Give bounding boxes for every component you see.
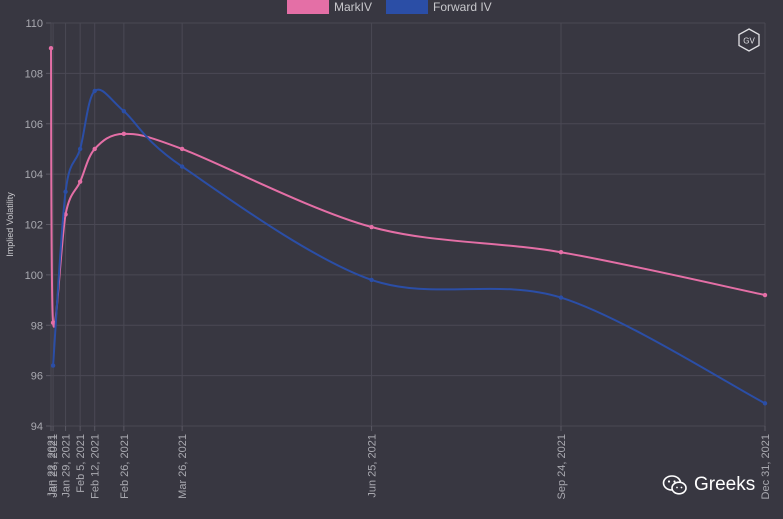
x-tick-label: Jun 25, 2021 bbox=[367, 434, 379, 498]
legend-label-forward-iv: Forward IV bbox=[433, 0, 492, 14]
y-tick-label: 104 bbox=[25, 169, 43, 181]
data-point-markiv bbox=[63, 212, 68, 217]
y-tick-label: 102 bbox=[25, 220, 43, 232]
gv-logo-text: GV bbox=[743, 37, 755, 46]
x-tick-label: Jan 29, 2021 bbox=[61, 434, 73, 498]
legend-swatch-forward-iv bbox=[386, 0, 428, 14]
data-point-markiv bbox=[179, 146, 185, 152]
y-tick-label: 108 bbox=[25, 68, 43, 80]
series-line-markiv bbox=[50, 48, 766, 328]
data-point-forward-iv bbox=[179, 164, 185, 169]
y-tick-label: 110 bbox=[25, 18, 43, 30]
y-tick-label: 100 bbox=[25, 270, 43, 282]
y-tick-label: 98 bbox=[31, 320, 43, 332]
data-point-markiv bbox=[92, 146, 97, 152]
series-line-forward-iv bbox=[52, 88, 766, 405]
data-point-forward-iv bbox=[369, 277, 374, 283]
x-tick-label: Feb 12, 2021 bbox=[90, 434, 102, 499]
data-point-markiv bbox=[77, 179, 83, 184]
data-point-forward-iv bbox=[77, 146, 83, 152]
legend-swatch-markiv bbox=[287, 0, 329, 14]
x-tick-label: Mar 26, 2021 bbox=[177, 434, 189, 499]
data-point-forward-iv bbox=[92, 88, 97, 94]
x-tick-label: Sep 24, 2021 bbox=[556, 434, 568, 499]
y-tick-label: 94 bbox=[31, 421, 43, 433]
y-tick-label: 96 bbox=[31, 371, 43, 383]
wechat-icon bbox=[662, 475, 687, 495]
x-tick-label: Dec 31, 2021 bbox=[760, 434, 772, 499]
data-point-markiv bbox=[369, 224, 374, 230]
watermark-text: Greeks bbox=[694, 474, 756, 495]
y-axis-label: Implied Volatility bbox=[5, 192, 15, 257]
data-point-forward-iv bbox=[63, 189, 68, 194]
x-tick-label: Jan 22, 2021 bbox=[46, 434, 58, 498]
data-point-forward-iv bbox=[762, 401, 768, 406]
data-point-forward-iv bbox=[121, 108, 127, 114]
data-point-markiv bbox=[762, 292, 768, 298]
x-tick-label: Feb 5, 2021 bbox=[75, 434, 87, 493]
watermark: Greeks bbox=[662, 474, 755, 496]
x-tick-label: Jan 23, 2021 bbox=[48, 434, 60, 498]
data-point-markiv bbox=[48, 45, 54, 51]
data-point-forward-iv bbox=[558, 295, 564, 300]
gv-logo-icon: GV bbox=[738, 28, 760, 52]
y-tick-label: 106 bbox=[25, 119, 43, 131]
data-point-markiv bbox=[50, 320, 56, 325]
data-point-markiv bbox=[121, 131, 127, 137]
x-tick-label: Feb 26, 2021 bbox=[119, 434, 131, 499]
data-point-markiv bbox=[558, 250, 564, 255]
data-point-forward-iv bbox=[50, 363, 56, 368]
legend-label-markiv: MarkIV bbox=[334, 0, 372, 14]
